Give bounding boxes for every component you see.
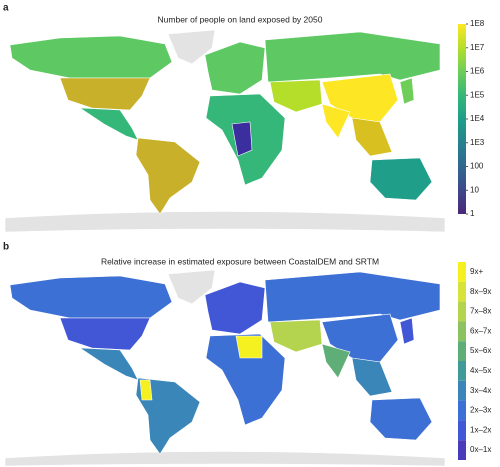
colorbar-label: 1E7 <box>470 43 485 52</box>
colorbar-a: 1E8 1E7 1E6 1E5 1E4 1E3 100 10 1 <box>458 19 485 218</box>
panel-label: a <box>3 3 9 14</box>
panel-a: a Number of people on land exposed by 20… <box>3 3 485 233</box>
world-map <box>4 29 446 233</box>
colorbar-label: 5x–6x <box>470 346 491 355</box>
colorbar-segment <box>458 400 466 421</box>
colorbar-label: 10 <box>470 185 479 194</box>
colorbar-label: 100 <box>470 162 484 171</box>
colorbar-segment <box>458 281 466 302</box>
colorbar-label: 0x–1x <box>470 445 491 454</box>
colorbar-label: 9x+ <box>470 267 483 276</box>
colorbar-label: 4x–5x <box>470 366 491 375</box>
colorbar-segment <box>458 262 466 282</box>
colorbar-b: 9x+ 8x–9x 7x–8x 6x–7x 5x–6x 4x–5x 3x–4x 2x–3x 1x… <box>458 262 491 460</box>
colorbar-segment <box>458 380 466 401</box>
panel-label: b <box>3 242 9 253</box>
colorbar-label: 7x–8x <box>470 307 491 316</box>
panel-title: Number of people on land exposed by 2050 <box>158 14 323 24</box>
colorbar-label: 3x–4x <box>470 386 491 395</box>
colorbar-label: 1E5 <box>470 90 485 99</box>
world-map <box>4 269 446 467</box>
colorbar-label: 1E4 <box>470 114 485 123</box>
colorbar-label: 1E3 <box>470 138 485 147</box>
panel-b: b Relative increase in estimated exposur… <box>3 242 491 467</box>
colorbar <box>458 24 466 214</box>
panel-title: Relative increase in estimated exposure … <box>101 256 379 266</box>
colorbar-label: 6x–7x <box>470 326 491 335</box>
colorbar-label: 1E6 <box>470 67 485 76</box>
colorbar-segment <box>458 440 466 460</box>
colorbar-label: 8x–9x <box>470 287 491 296</box>
colorbar-segment <box>458 301 466 322</box>
colorbar-label: 1x–2x <box>470 425 491 434</box>
colorbar-label: 1 <box>470 209 475 218</box>
colorbar-segment <box>458 420 466 441</box>
colorbar-segment <box>458 321 466 342</box>
colorbar-segment <box>458 341 466 361</box>
colorbar-segment <box>458 361 466 381</box>
colorbar-label: 2x–3x <box>470 406 491 415</box>
colorbar-label: 1E8 <box>470 19 485 28</box>
